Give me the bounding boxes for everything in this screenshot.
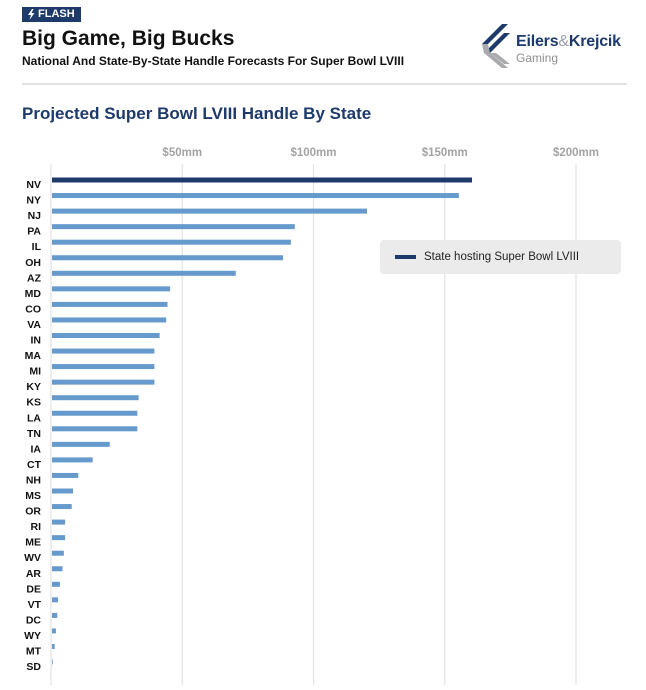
bar-nj [52, 208, 367, 214]
bar-la [52, 410, 138, 416]
bar-il [52, 239, 291, 245]
chart-legend: State hosting Super Bowl LVIII [380, 240, 621, 274]
bar-nv [52, 177, 472, 183]
category-label-vt: VT [28, 599, 42, 611]
category-label-me: ME [25, 537, 41, 549]
bar-ks [52, 395, 139, 401]
category-label-nv: NV [26, 179, 41, 191]
flash-badge: FLASH [22, 7, 81, 22]
category-label-ct: CT [27, 459, 42, 471]
bar-dc [52, 612, 58, 618]
bar-de [52, 581, 60, 587]
category-label-mi: MI [29, 366, 41, 378]
bar-ar [52, 566, 63, 572]
bar-co [52, 301, 168, 307]
bar-chart: $50mm $100mm $150mm $200mm NV NY NJ PA IL OH AZ MD C… [24, 147, 599, 685]
category-label-de: DE [26, 583, 41, 595]
bar-or [52, 504, 72, 510]
category-label-tn: TN [27, 428, 41, 440]
bar-ma [52, 348, 155, 354]
category-label-mt: MT [26, 646, 42, 658]
category-label-wv: WV [24, 552, 41, 564]
category-label-or: OR [25, 506, 41, 518]
category-label-md: MD [25, 288, 42, 300]
category-label-pa: PA [27, 226, 41, 238]
bar-ny [52, 193, 459, 199]
bar-oh [52, 255, 283, 261]
x-tick-label: $100mm [290, 147, 336, 159]
category-label-ks: KS [26, 397, 41, 409]
bar-va [52, 317, 167, 323]
bar-ms [52, 488, 73, 494]
category-label-ar: AR [26, 568, 42, 580]
bar-in [52, 333, 160, 338]
category-label-oh: OH [25, 257, 41, 269]
category-label-az: AZ [27, 272, 42, 284]
bar-pa [52, 224, 295, 230]
bar-tn [52, 426, 138, 432]
x-tick-label: $200mm [553, 147, 599, 159]
category-label-co: CO [25, 303, 41, 315]
category-label-ms: MS [25, 490, 41, 502]
logo-subtitle: Gaming [516, 50, 559, 65]
category-label-in: IN [31, 335, 42, 347]
chart-title: Projected Super Bowl LVIII Handle By Sta… [22, 104, 372, 123]
category-label-ri: RI [31, 521, 42, 533]
bar-wv [52, 550, 64, 556]
bar-ky [52, 379, 155, 385]
category-label-wy: WY [24, 630, 41, 642]
logo-name: Eilers&Krejcik [516, 32, 621, 50]
bar-ia [52, 441, 110, 447]
bar-me [52, 535, 66, 541]
bar-mt [52, 644, 55, 649]
bar-ri [52, 519, 66, 525]
header-divider [22, 83, 627, 85]
category-label-sd: SD [26, 661, 41, 673]
bar-sd [52, 659, 53, 665]
bar-vt [52, 597, 59, 603]
bar-mi [52, 364, 155, 370]
category-label-il: IL [32, 241, 42, 253]
bar-ct [52, 457, 93, 463]
bar-az [52, 270, 236, 276]
x-tick-label: $50mm [162, 147, 202, 159]
x-tick-label: $150mm [422, 147, 468, 159]
category-label-ia: IA [31, 443, 42, 455]
category-label-va: VA [27, 319, 41, 331]
legend-swatch-host [395, 255, 416, 259]
company-logo: Eilers&Krejcik Gaming [480, 24, 621, 73]
category-label-la: LA [27, 412, 41, 424]
flash-badge-label: FLASH [38, 8, 75, 20]
page-subtitle: National And State-By-State Handle Forec… [22, 54, 405, 68]
legend-label-host: State hosting Super Bowl LVIII [424, 251, 580, 263]
category-label-nj: NJ [28, 210, 42, 222]
bar-wy [52, 628, 56, 634]
category-label-ma: MA [25, 350, 42, 362]
logo-mark-icon [480, 24, 510, 73]
category-label-ky: KY [26, 381, 41, 393]
bar-md [52, 286, 171, 292]
category-label-nh: NH [26, 474, 41, 486]
page-title: Big Game, Big Bucks [22, 27, 235, 50]
category-label-ny: NY [26, 195, 41, 207]
lightning-bolt-icon [27, 9, 35, 20]
category-label-dc: DC [26, 614, 42, 626]
bar-nh [52, 472, 79, 478]
